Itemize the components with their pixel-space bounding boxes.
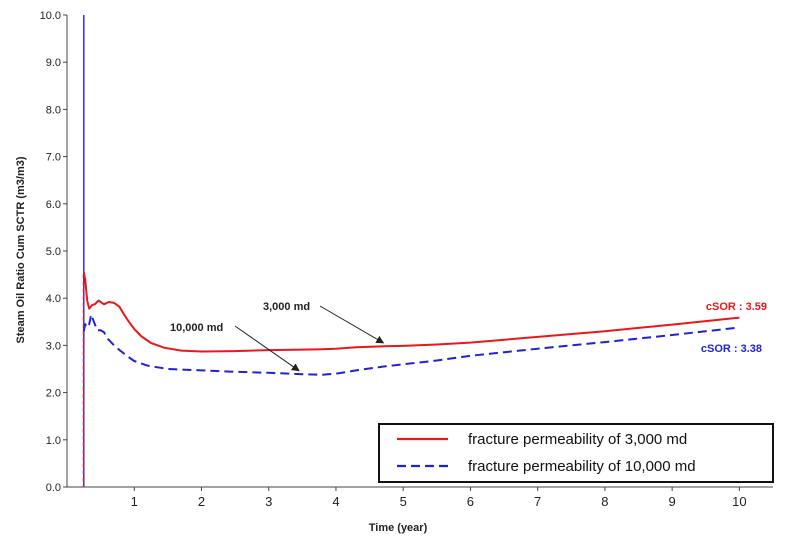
annotation-3000-arrow [319,305,385,344]
x-axis-ticks: 1 2 3 4 5 6 7 8 9 10 [131,487,747,509]
x-tick-label: 8 [601,494,608,509]
chart-annotations: 3,000 md 10,000 md cSOR : 3.59 cSOR : 3.38 [170,301,767,372]
x-tick-label: 3 [265,494,272,509]
annotation-10000-arrow [234,325,300,372]
legend: fracture permeability of 3,000 md fractu… [378,423,774,483]
x-tick-label: 4 [332,494,339,509]
csor-label-10000: cSOR : 3.38 [701,343,762,355]
x-tick-label: 7 [534,494,541,509]
x-axis-title: Time (year) [369,522,428,534]
series-line-3000 [82,272,740,353]
y-tick-label: 3.0 [46,340,61,352]
x-tick-label: 2 [198,494,205,509]
x-tick-label: 9 [669,494,676,509]
csor-label-3000: cSOR : 3.59 [706,301,767,313]
y-tick-label: 1.0 [46,435,61,447]
y-tick-label: 7.0 [46,152,61,164]
y-tick-label: 2.0 [46,388,61,400]
y-tick-label: 0.0 [46,482,61,494]
x-tick-label: 1 [131,494,138,509]
y-axis-title: Steam Oil Ratio Cum SCTR (m3/m3) [15,156,27,343]
annotation-3000-md: 3,000 md [263,301,310,313]
x-tick-label: 6 [467,494,474,509]
y-tick-label: 10.0 [40,10,61,22]
y-axis-ticks: 0.0 1.0 2.0 3.0 4.0 5.0 6.0 7.0 8.0 9.0 10.0 [40,10,67,494]
y-tick-label: 4.0 [46,293,61,305]
chart-axes [66,15,773,488]
series-lines [82,272,740,376]
y-tick-label: 9.0 [46,57,61,69]
annotation-10000-md: 10,000 md [170,322,223,334]
legend-box [378,423,774,483]
x-tick-label: 10 [732,494,746,509]
x-tick-label: 5 [400,494,407,509]
y-tick-label: 5.0 [46,246,61,258]
series-line-10000 [82,313,740,376]
y-tick-label: 6.0 [46,199,61,211]
y-tick-label: 8.0 [46,104,61,116]
legend-label-10000: fracture permeability of 10,000 md [468,458,696,475]
legend-label-3000: fracture permeability of 3,000 md [468,431,687,448]
